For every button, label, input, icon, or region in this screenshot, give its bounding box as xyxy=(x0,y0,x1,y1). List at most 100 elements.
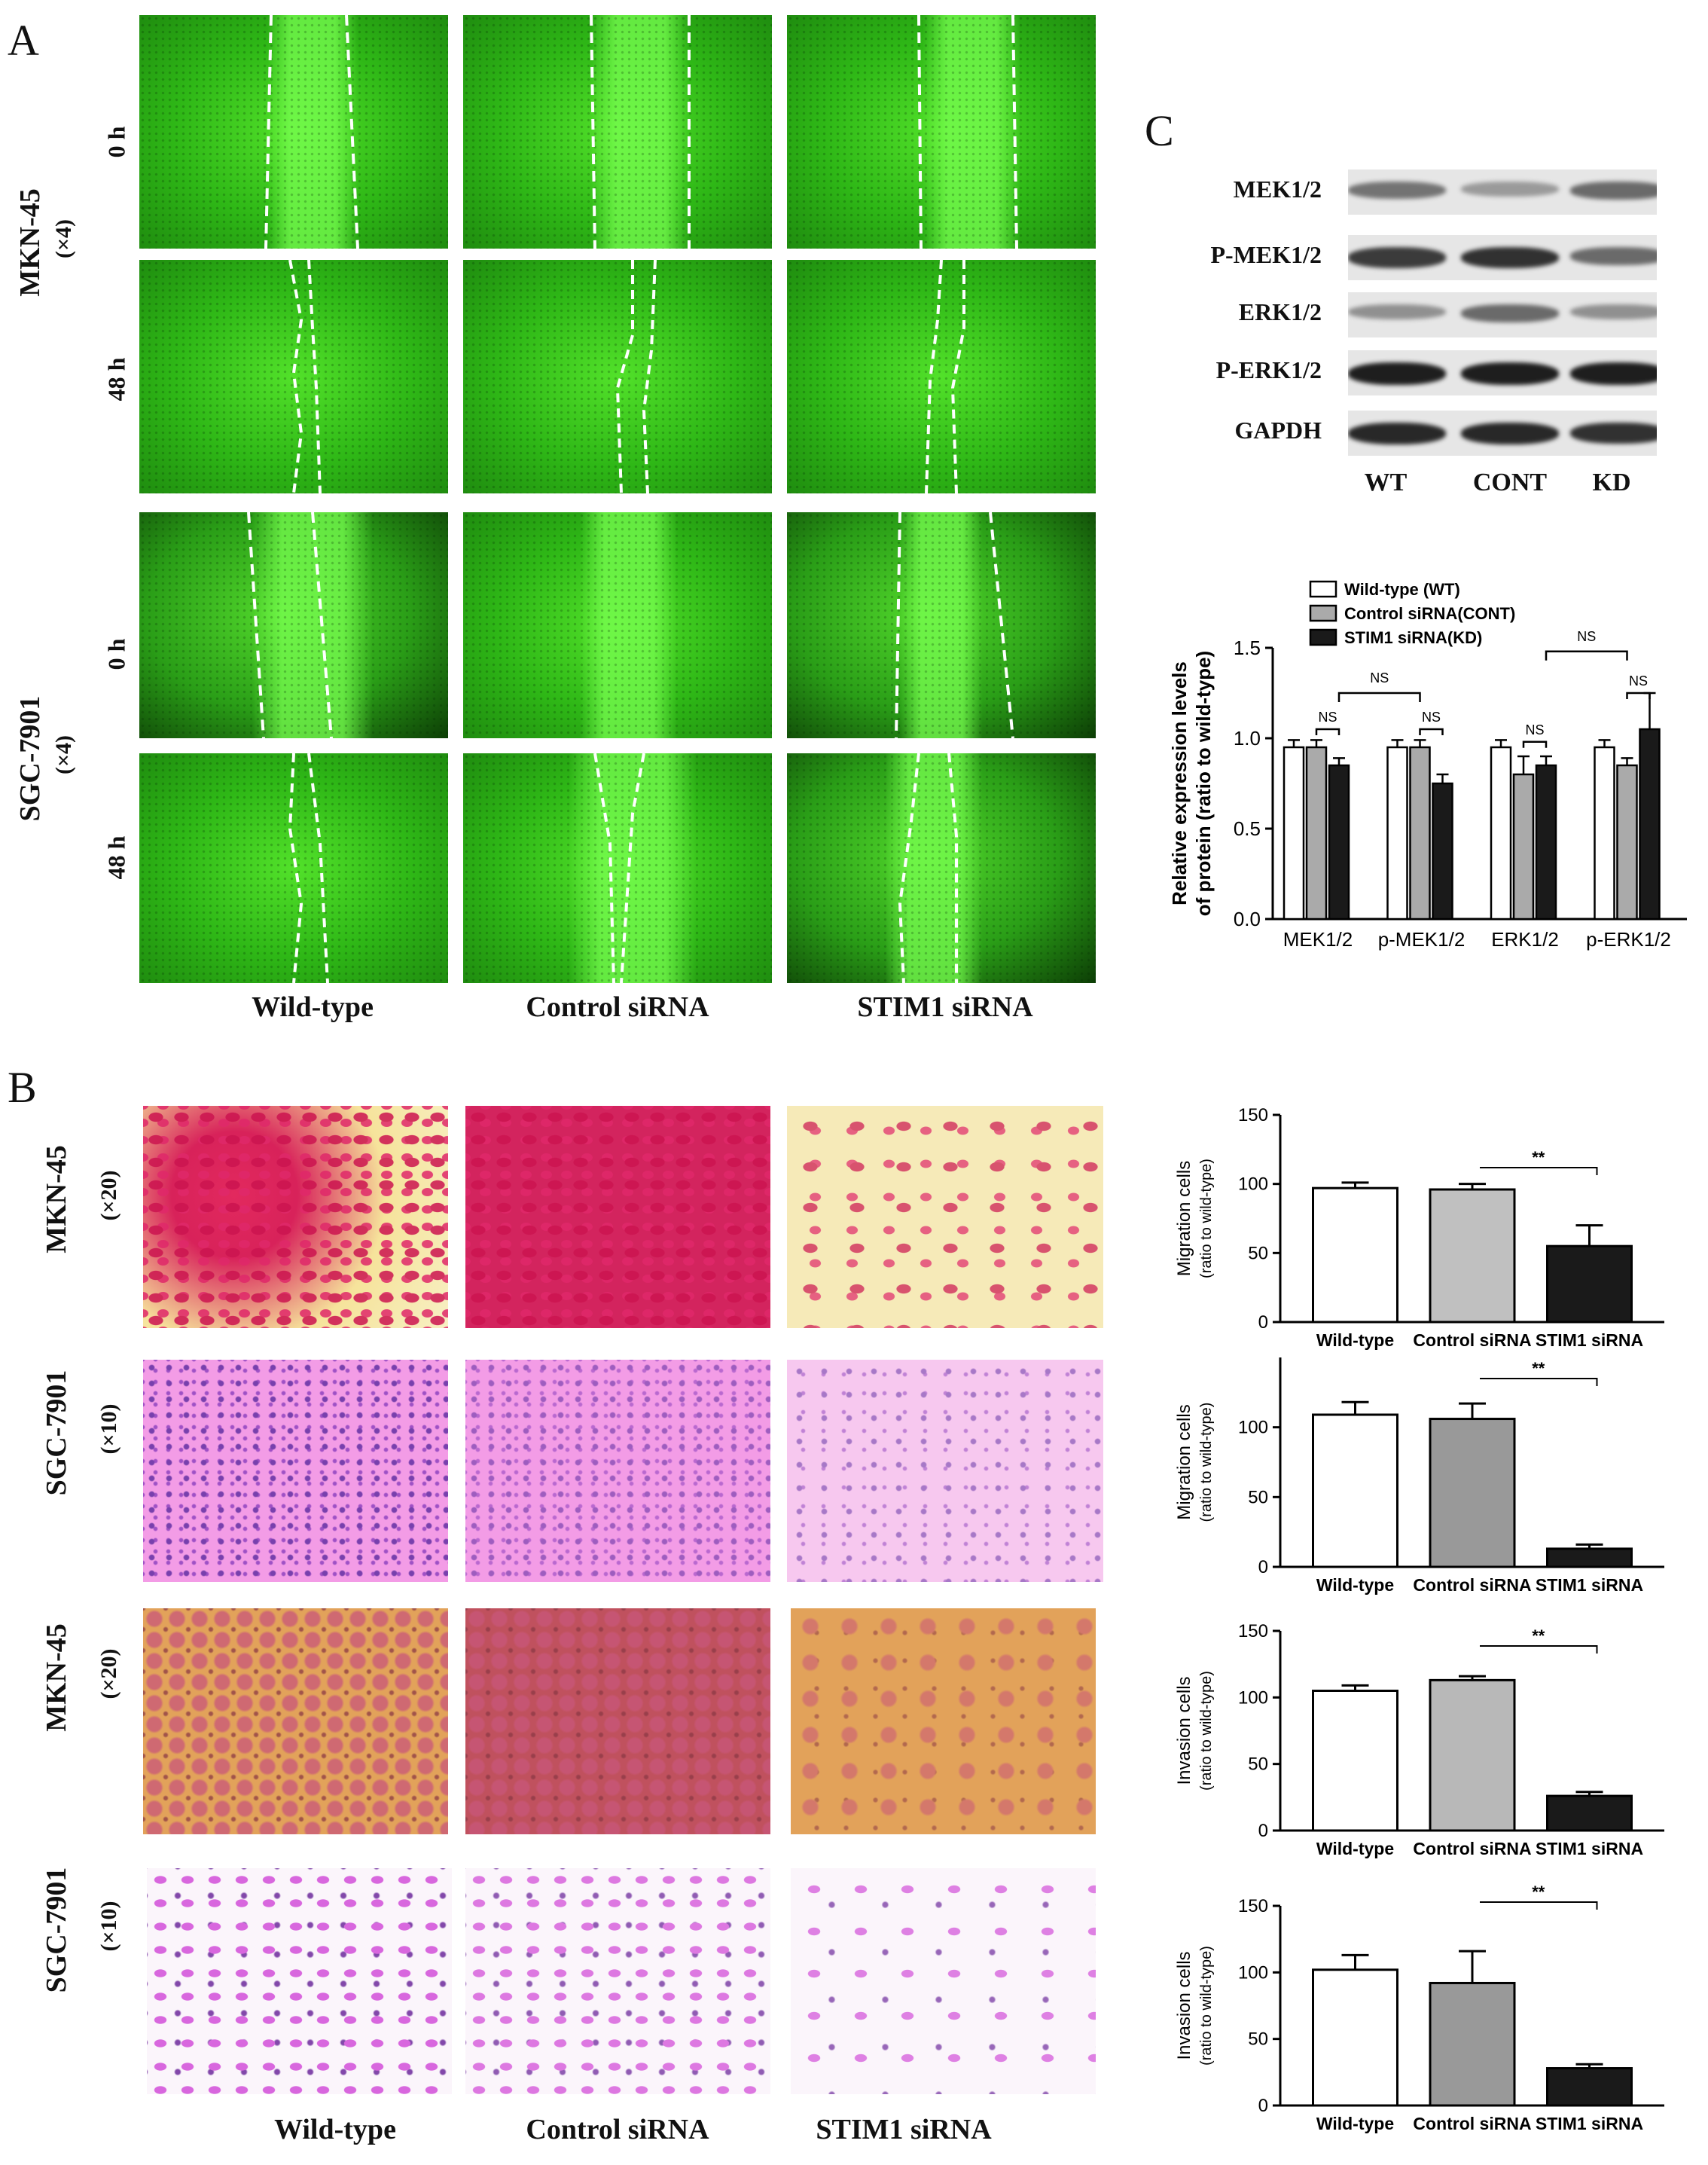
bar xyxy=(1546,2067,1633,2107)
scratch-image xyxy=(787,512,1096,738)
significance-bracket xyxy=(1545,650,1628,661)
y-tick-label: 0.5 xyxy=(1234,817,1261,840)
transwell-image xyxy=(787,1360,1103,1582)
column-label-stim1-sirna: STIM1 siRNA xyxy=(857,991,1033,1023)
x-tick-label: ERK1/2 xyxy=(1491,928,1559,951)
bar xyxy=(1409,746,1431,921)
blot-band xyxy=(1570,182,1657,200)
significance-bracket xyxy=(1480,1378,1598,1386)
blot-band xyxy=(1461,182,1559,197)
significance-bracket xyxy=(1480,1901,1598,1910)
panel-a-mag-mkn45: (×4) xyxy=(51,218,76,259)
bar xyxy=(1429,1981,1516,2107)
time-label-48h: 48 h xyxy=(102,835,130,880)
blot-strip xyxy=(1348,292,1657,337)
bar xyxy=(1312,1413,1398,1568)
legend-label: Control siRNA(CONT) xyxy=(1344,604,1515,623)
blot-band xyxy=(1348,182,1446,199)
lane-label-cont: CONT xyxy=(1472,469,1548,496)
panel-b-mag-mkn45: (×20) xyxy=(96,1648,121,1699)
bar xyxy=(1546,1547,1633,1568)
y-tick-label: 100 xyxy=(1238,1174,1268,1195)
legend-swatch xyxy=(1309,604,1337,622)
bar xyxy=(1616,764,1638,921)
transwell-image xyxy=(143,1360,448,1582)
invasion-chart-mkn45: 0 50 100 150 Invasion cells (ratio to wild-ty… xyxy=(1174,1621,1664,1858)
invasion-chart-sgc7901: 0 50 100 150 Invasion cells (ratio to wild-ty… xyxy=(1174,1883,1664,2133)
x-tick-label: STIM1 siRNA xyxy=(1536,2114,1643,2133)
x-tick-label: p-MEK1/2 xyxy=(1378,928,1466,951)
scratch-image xyxy=(139,260,448,493)
panel-b-row-label-sgc7901: SGC-7901 xyxy=(41,1370,72,1496)
scratch-image xyxy=(463,15,772,249)
bar xyxy=(1432,782,1453,921)
panel-a-row-label-sgc7901: SGC-7901 xyxy=(14,695,46,822)
significance-bracket xyxy=(1419,728,1444,735)
transwell-image xyxy=(787,1106,1103,1328)
panel-b-mag-sgc7901: (×10) xyxy=(96,1901,121,1952)
y-tick-label: 100 xyxy=(1238,1418,1268,1438)
bar xyxy=(1386,746,1408,921)
column-label-wild-type: Wild-type xyxy=(252,991,374,1023)
panel-a-row-label-mkn45: MKN-45 xyxy=(14,188,46,297)
panel-c-letter: C xyxy=(1145,106,1174,155)
legend-label: Wild-type (WT) xyxy=(1344,580,1460,599)
blot-row-label: P-ERK1/2 xyxy=(1215,356,1322,383)
legend-swatch xyxy=(1309,580,1337,598)
significance-label: ** xyxy=(1532,1626,1545,1645)
y-tick-label: 0 xyxy=(1258,1557,1268,1577)
x-tick-label: Wild-type xyxy=(1316,2114,1394,2133)
blot-strip xyxy=(1348,235,1657,280)
panel-a-mag-sgc7901: (×4) xyxy=(51,734,76,775)
blot-band xyxy=(1348,423,1446,445)
bar xyxy=(1312,1186,1398,1324)
bar xyxy=(1429,1418,1516,1568)
transwell-image xyxy=(143,1106,448,1328)
transwell-image xyxy=(791,1868,1096,2094)
significance-label: NS xyxy=(1318,710,1337,725)
x-tick-label: Control siRNA xyxy=(1413,1575,1531,1595)
y-tick-label: 1.5 xyxy=(1234,637,1261,659)
x-tick-label: Wild-type xyxy=(1316,1330,1394,1350)
blot-band xyxy=(1348,304,1446,320)
lane-label-wt: WT xyxy=(1364,469,1408,496)
scratch-image xyxy=(139,512,448,738)
y-tick-label: 50 xyxy=(1248,1487,1268,1507)
y-tick-label: 100 xyxy=(1238,1962,1268,1983)
x-tick-label: STIM1 siRNA xyxy=(1536,1575,1643,1595)
x-tick-label: MEK1/2 xyxy=(1283,928,1353,951)
scratch-image xyxy=(463,512,772,738)
legend-swatch xyxy=(1309,628,1337,646)
x-tick-label: Control siRNA xyxy=(1413,1330,1531,1350)
y-axis-label: Invasion cells (ratio to wild-type) xyxy=(1174,1946,1215,2066)
significance-label: NS xyxy=(1629,673,1648,689)
column-label-wild-type: Wild-type xyxy=(274,2114,396,2145)
blot-band xyxy=(1348,362,1446,385)
significance-bracket xyxy=(1315,728,1340,735)
significance-bracket xyxy=(1480,1645,1598,1654)
blot-band xyxy=(1461,304,1559,322)
bar xyxy=(1429,1188,1516,1324)
y-axis-label: Invasion cells (ratio to wild-type) xyxy=(1174,1671,1215,1791)
significance-label: ** xyxy=(1532,1359,1545,1378)
transwell-image xyxy=(465,1360,770,1582)
transwell-image xyxy=(147,1868,452,2094)
bar xyxy=(1305,746,1328,921)
blot-band xyxy=(1570,362,1657,385)
y-axis-label: Relative expression levelsof protein (ra… xyxy=(1168,651,1215,916)
y-tick-label: 0.0 xyxy=(1234,908,1261,930)
y-axis-label: Migration cells (ratio to wild-type) xyxy=(1174,1159,1215,1278)
x-tick-label: STIM1 siRNA xyxy=(1536,1330,1643,1350)
scratch-image xyxy=(787,260,1096,493)
significance-label: ** xyxy=(1532,1883,1545,1901)
migration-chart-sgc7901: 0 50 100 Migration cells (ratio to wild-type… xyxy=(1174,1357,1664,1595)
y-tick-label: 0 xyxy=(1258,1821,1268,1841)
transwell-image xyxy=(465,1868,770,2094)
blot-band xyxy=(1461,247,1559,269)
panel-b-letter: B xyxy=(8,1063,37,1112)
scratch-image xyxy=(787,753,1096,983)
blot-row-label: ERK1/2 xyxy=(1238,298,1322,325)
time-label-48h: 48 h xyxy=(102,357,130,402)
transwell-image xyxy=(791,1608,1096,1834)
blot-row-label: MEK1/2 xyxy=(1233,176,1322,203)
